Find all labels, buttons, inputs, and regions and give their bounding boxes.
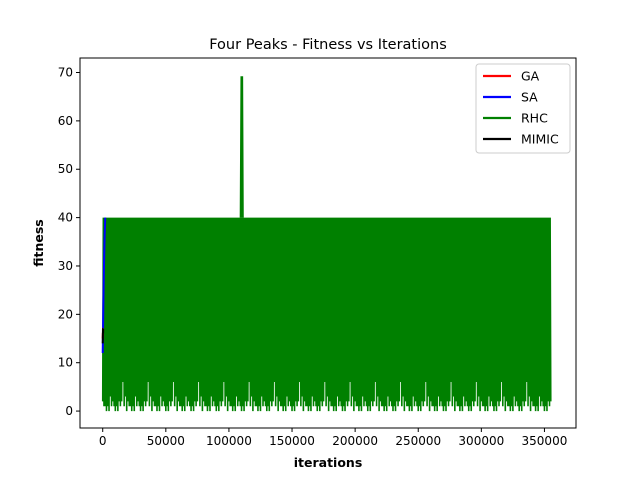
sa-series-line bbox=[101, 217, 107, 354]
plot-frame bbox=[79, 57, 577, 429]
legend-label-sa: SA bbox=[521, 90, 538, 105]
y-tick-label: 60 bbox=[58, 114, 73, 128]
chart-title: Four Peaks - Fitness vs Iterations bbox=[209, 37, 447, 53]
y-tick-label: 40 bbox=[58, 211, 73, 225]
y-tick-label: 10 bbox=[58, 356, 73, 370]
x-tick-label: 50000 bbox=[147, 434, 185, 448]
rhc-peak-line bbox=[239, 76, 244, 218]
series-layer bbox=[101, 76, 552, 412]
x-tick-label: 350000 bbox=[522, 434, 568, 448]
mimic-series-line bbox=[101, 327, 105, 344]
x-tick-label: 250000 bbox=[395, 434, 441, 448]
x-tick-label: 150000 bbox=[269, 434, 315, 448]
y-tick-label: 20 bbox=[58, 307, 73, 321]
legend-label-rhc: RHC bbox=[521, 111, 548, 126]
y-tick-label: 30 bbox=[58, 259, 73, 273]
y-axis-ticks: 0 10 20 30 40 50 60 70 bbox=[58, 66, 80, 418]
x-axis-title: iterations bbox=[294, 455, 363, 470]
legend-box bbox=[475, 63, 571, 154]
y-tick-label: 70 bbox=[58, 66, 73, 80]
x-tick-label: 200000 bbox=[332, 434, 378, 448]
rhc-series-line bbox=[101, 217, 552, 412]
x-tick-label: 300000 bbox=[458, 434, 504, 448]
y-tick-label: 0 bbox=[65, 404, 73, 418]
x-tick-label: 0 bbox=[99, 434, 107, 448]
x-tick-label: 100000 bbox=[206, 434, 252, 448]
x-axis-ticks: 0 50000 100000 150000 200000 250000 300000 3500… bbox=[99, 428, 567, 448]
legend-label-ga: GA bbox=[521, 69, 540, 84]
y-tick-label: 50 bbox=[58, 162, 73, 176]
legend: GA SA RHC MIMIC bbox=[475, 63, 571, 154]
legend-label-mimic: MIMIC bbox=[521, 132, 559, 147]
y-axis-title: fitness bbox=[31, 219, 46, 267]
